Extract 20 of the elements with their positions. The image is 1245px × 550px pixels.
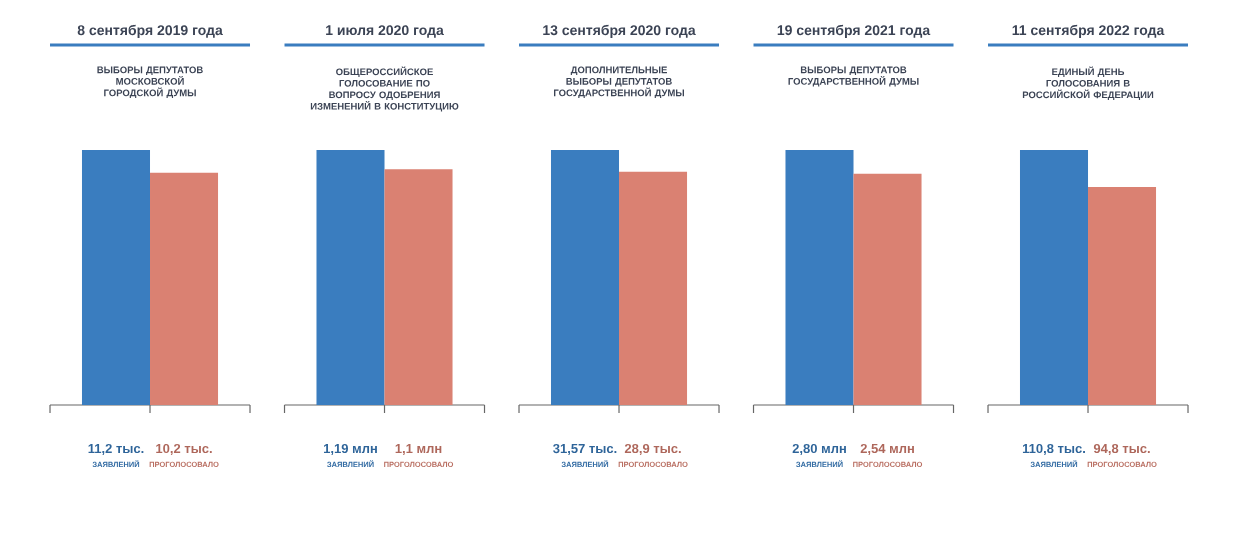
data-label: 94,8 тыс. — [1093, 443, 1150, 455]
data-label: 1,19 млн — [323, 443, 377, 455]
data-label: 31,57 тыс. — [553, 443, 617, 455]
data-label: 1,1 млн — [395, 444, 442, 455]
chart-title: 11 сентября 2022 года — [1012, 24, 1165, 38]
data-label: 28,9 тыс. — [624, 443, 681, 455]
data-label: 10,2 тыс. — [156, 443, 212, 455]
data-label: 11,2 тыс. — [88, 443, 144, 455]
chart-subtitle: ДОПОЛНИТЕЛЬНЫЕ ВЫБОРЫ ДЕПУТАТОВ ГОСУДАРСТВЕННОЙ ДУМЫ — [554, 66, 684, 99]
chart-title: 19 сентября 2021 года — [777, 24, 931, 38]
chart-title: 1 июля 2020 года — [326, 25, 444, 38]
chart-subtitle: ВЫБОРЫ ДЕПУТАТОВ МОСКОВСКОЙ ГОРОДСКОЙ ДУМЫ — [97, 66, 203, 99]
data-label: 2,54 млн — [860, 443, 914, 455]
chart-subtitle: ВЫБОРЫ ДЕПУТАТОВ ГОСУДАРСТВЕННОЙ ДУМЫ — [788, 66, 919, 87]
chart-subtitle: ЕДИНЫЙ ДЕНЬ ГОЛОСОВАНИЯ В РОССИЙСКОЙ ФЕДЕРАЦИИ — [1022, 66, 1154, 100]
chart-subtitle: ОБЩЕРОССИЙСКОЕ ГОЛОСОВАНИЕ ПО ВОПРОСУ ОДОБРЕНИЯ ИЗМЕНЕНИЙ В КОНСТИТУЦИЮ — [310, 66, 459, 112]
data-label: 110,8 тыс. — [1022, 443, 1085, 455]
chart-title: 13 сентября 2020 года — [543, 24, 696, 38]
data-label: 2,80 млн — [792, 443, 846, 455]
chart-title: 8 сентября 2019 года — [77, 24, 223, 38]
